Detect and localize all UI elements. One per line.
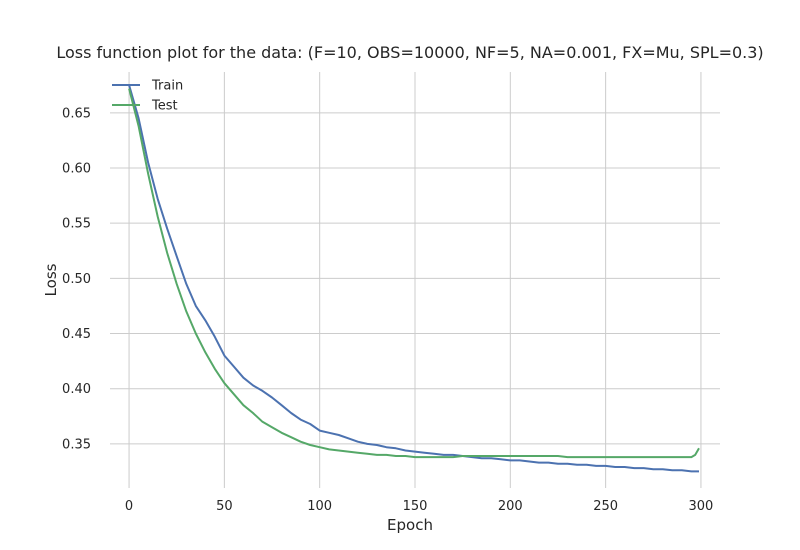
y-tick-label: 0.35	[62, 437, 91, 452]
x-tick-label: 50	[216, 499, 233, 514]
y-axis-label: Loss	[42, 263, 60, 296]
grid	[110, 72, 720, 488]
legend: Train Test	[112, 79, 183, 114]
chart-title: Loss function plot for the data: (F=10, …	[56, 43, 763, 62]
y-tick-label: 0.50	[62, 272, 91, 287]
legend-label-test: Test	[151, 99, 178, 114]
x-axis-label: Epoch	[387, 516, 433, 534]
x-tick-label: 0	[125, 499, 133, 514]
y-tick-label: 0.45	[62, 327, 91, 342]
x-tick-label: 100	[307, 499, 332, 514]
y-tick-label: 0.55	[62, 217, 91, 232]
series-line-train	[128, 84, 699, 473]
x-tick-label: 250	[593, 499, 618, 514]
x-tick-label: 150	[403, 499, 428, 514]
legend-label-train: Train	[151, 79, 183, 94]
x-tick-label: 200	[498, 499, 523, 514]
x-tick-label: 300	[689, 499, 714, 514]
series-line-test	[128, 88, 700, 459]
series-layer	[128, 84, 700, 473]
y-tick-label: 0.60	[62, 162, 91, 177]
y-tick-label: 0.65	[62, 106, 91, 121]
y-tick-labels: 0.35 0.40 0.45 0.50 0.55 0.60 0.65	[62, 106, 91, 452]
x-tick-labels: 0 50 100 150 200 250 300	[125, 499, 713, 514]
y-tick-label: 0.40	[62, 382, 91, 397]
